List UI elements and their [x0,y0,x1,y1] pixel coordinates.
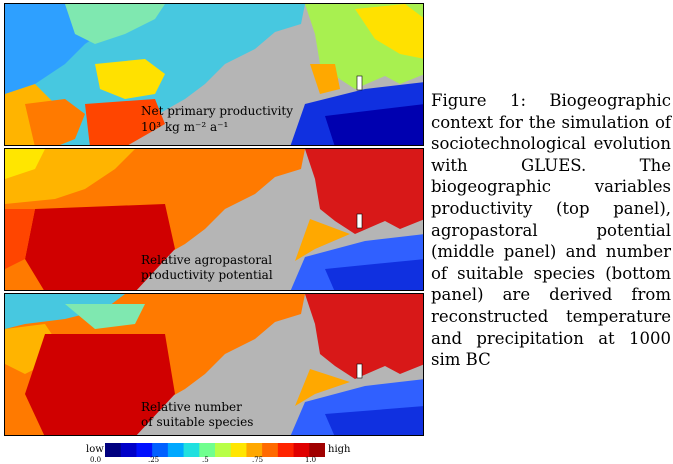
colorbar-swatch [215,443,232,457]
colorbar-tick-3: .75 [252,456,264,464]
map-panel-species: Relative number of suitable species [4,293,424,436]
colorbar-low-label: low [86,444,104,455]
colorbar-swatch [293,443,310,457]
colorbar [105,443,325,457]
agropastoral-label-line1: Relative agropastoral [141,253,273,267]
map-panel-agropastoral: Relative agropastoral productivity poten… [4,148,424,291]
colorbar-swatch [105,443,122,457]
species-label-line2: of suitable species [141,415,254,429]
productivity-label-line2: 10³ kg m⁻² a⁻¹ [141,120,229,134]
agropastoral-label-line2: productivity potential [141,268,273,282]
species-label-line1: Relative number [141,400,242,414]
colorbar-swatch [167,443,185,457]
colorbar-swatch [262,443,279,457]
colorbar-swatch [120,443,137,457]
colorbar-legend: low high 0.0 .25 .5 .75 1.0 [0,440,420,464]
colorbar-tick-4: 1.0 [305,456,317,464]
colorbar-swatch [277,443,295,457]
productivity-label-line1: Net primary productivity [141,104,294,118]
colorbar-swatch [309,443,325,457]
colorbar-high-label: high [328,444,351,455]
colorbar-swatch [136,443,153,457]
species-map [5,294,423,435]
map-panel-productivity: Net primary productivity 10³ kg m⁻² a⁻¹ [4,3,424,146]
colorbar-swatch [199,443,216,457]
colorbar-tick-0: 0.0 [90,456,102,464]
colorbar-swatch [183,443,200,457]
colorbar-swatch [152,443,169,457]
colorbar-tick-1: .25 [148,456,160,464]
colorbar-tick-2: .5 [202,456,209,464]
colorbar-swatch [246,443,263,457]
colorbar-swatch [230,443,247,457]
productivity-map [5,4,423,145]
figure-caption: Figure 1: Biogeographic context for the … [431,91,671,370]
agropastoral-map [5,149,423,290]
